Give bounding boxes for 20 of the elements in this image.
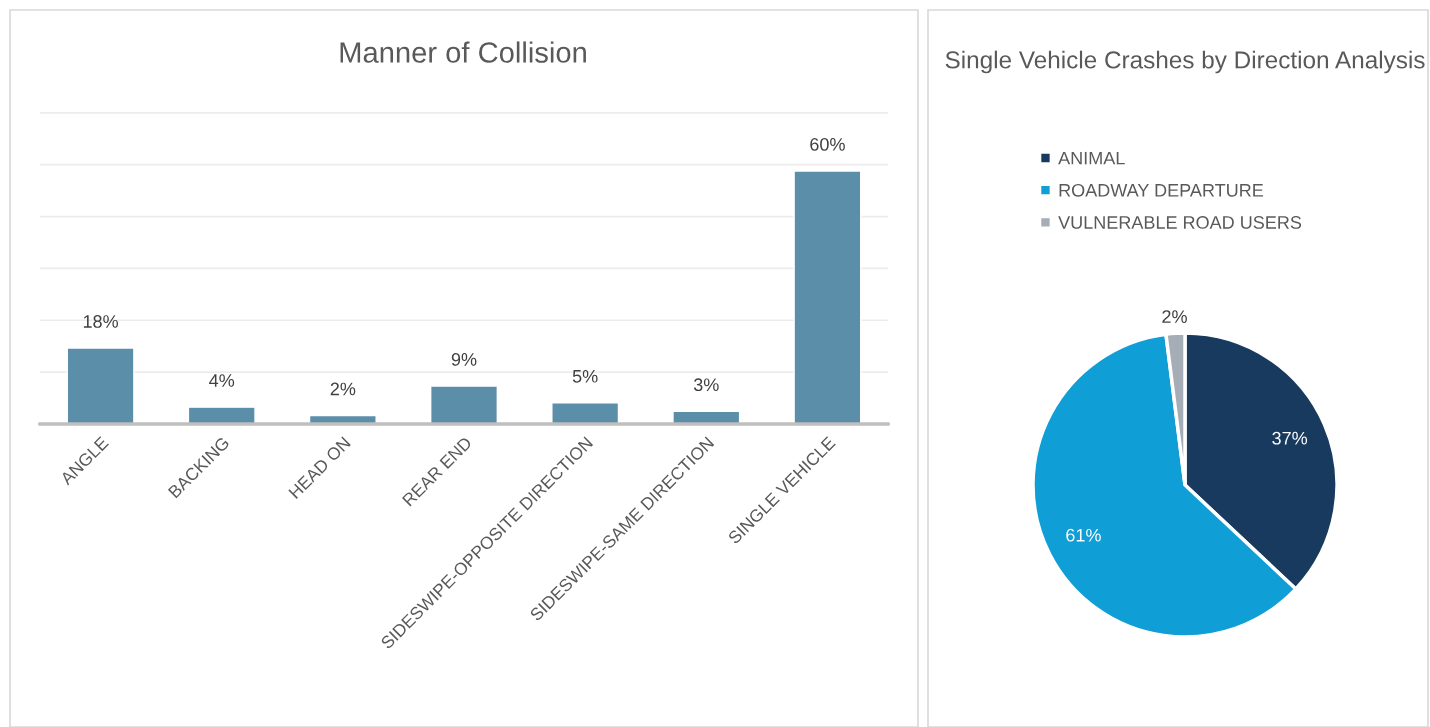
bar bbox=[187, 406, 256, 424]
bar bbox=[551, 402, 620, 424]
legend-label: ROADWAY DEPARTURE bbox=[1059, 183, 1264, 197]
legend-label: VULNERABLE ROAD USERS bbox=[1058, 216, 1302, 229]
data-label: 37% bbox=[1272, 431, 1308, 445]
data-label: 61% bbox=[1066, 528, 1101, 542]
legend-label: ANIMAL bbox=[1058, 151, 1125, 165]
chart-title: Manner of Collision bbox=[340, 41, 586, 63]
data-label: 4% bbox=[209, 374, 235, 387]
bar bbox=[66, 347, 135, 424]
chart-title: Single Vehicle Crashes by Direction Analysis bbox=[945, 50, 1425, 74]
data-label: 2% bbox=[330, 382, 356, 396]
data-label: 2% bbox=[1162, 310, 1187, 323]
data-label: 60% bbox=[810, 138, 845, 151]
data-label: 9% bbox=[451, 353, 477, 366]
data-label: 18% bbox=[83, 315, 118, 328]
bar bbox=[793, 170, 862, 424]
bar bbox=[429, 385, 499, 424]
data-label: 5% bbox=[572, 369, 598, 383]
data-label: 3% bbox=[693, 378, 719, 392]
